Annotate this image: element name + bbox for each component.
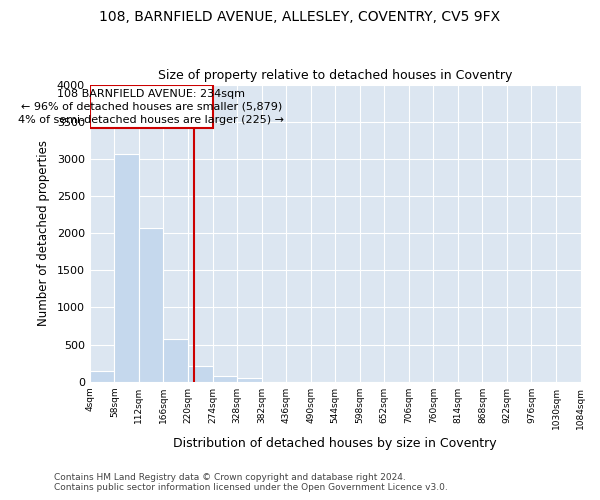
Bar xyxy=(139,228,163,382)
Bar xyxy=(163,340,188,382)
Bar xyxy=(212,376,237,382)
Text: Contains public sector information licensed under the Open Government Licence v3: Contains public sector information licen… xyxy=(54,484,448,492)
Title: Size of property relative to detached houses in Coventry: Size of property relative to detached ho… xyxy=(158,69,512,82)
Bar xyxy=(237,378,262,382)
Text: ← 96% of detached houses are smaller (5,879): ← 96% of detached houses are smaller (5,… xyxy=(20,102,282,112)
Text: 4% of semi-detached houses are larger (225) →: 4% of semi-detached houses are larger (2… xyxy=(18,115,284,125)
X-axis label: Distribution of detached houses by size in Coventry: Distribution of detached houses by size … xyxy=(173,437,497,450)
Text: Contains HM Land Registry data © Crown copyright and database right 2024.: Contains HM Land Registry data © Crown c… xyxy=(54,474,406,482)
Bar xyxy=(90,370,115,382)
Bar xyxy=(90,84,212,128)
Text: 108 BARNFIELD AVENUE: 234sqm: 108 BARNFIELD AVENUE: 234sqm xyxy=(57,89,245,99)
Bar xyxy=(115,154,139,382)
Bar xyxy=(188,366,212,382)
Y-axis label: Number of detached properties: Number of detached properties xyxy=(37,140,50,326)
Text: 108, BARNFIELD AVENUE, ALLESLEY, COVENTRY, CV5 9FX: 108, BARNFIELD AVENUE, ALLESLEY, COVENTR… xyxy=(100,10,500,24)
